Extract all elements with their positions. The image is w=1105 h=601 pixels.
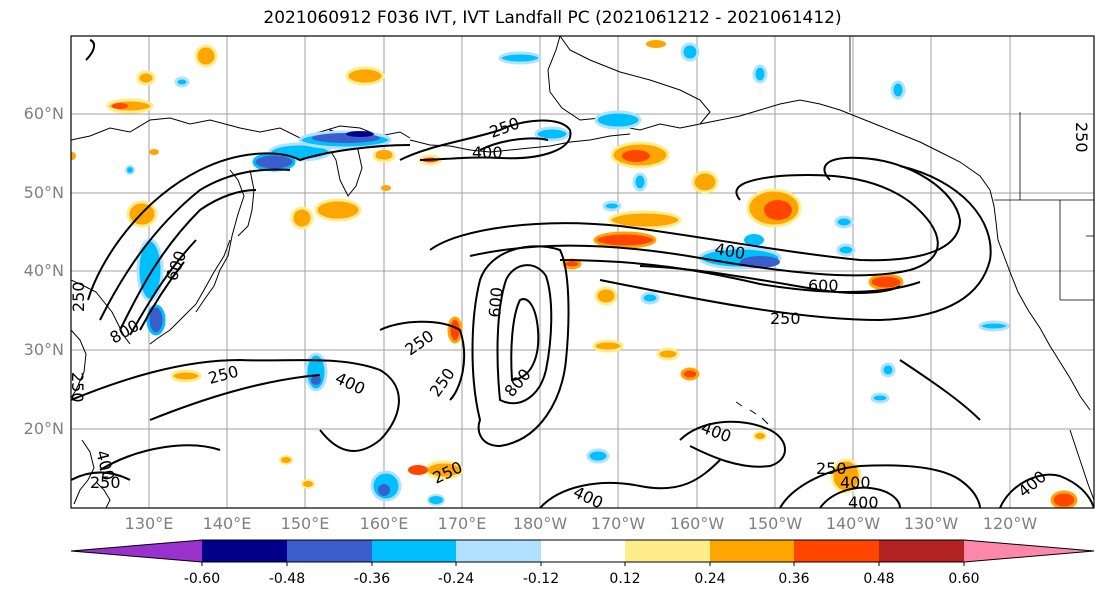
colorbar-label: -0.12 <box>522 571 560 587</box>
colorbar-label: -0.24 <box>437 571 475 587</box>
lon-label: 180°W <box>512 514 568 533</box>
colorbar <box>70 539 1095 566</box>
lon-label: 130°E <box>124 514 174 533</box>
lon-label: 170°W <box>590 514 646 533</box>
colorbar-segment <box>625 540 710 562</box>
colorbar-segment <box>879 540 964 562</box>
lon-label: 150°W <box>747 514 803 533</box>
colorbar-extend-left <box>71 540 202 562</box>
map-frame <box>70 35 1095 509</box>
contour-label: 600 <box>808 276 839 295</box>
graticule <box>71 36 1094 508</box>
lat-label: 40°N <box>23 261 64 280</box>
colorbar-label: -0.60 <box>183 571 221 587</box>
lon-label: 120°W <box>982 514 1038 533</box>
colorbar-segment <box>794 540 879 562</box>
colorbar-segment <box>710 540 794 562</box>
contour-label: 250 <box>770 309 801 328</box>
ivt-contours <box>71 39 1094 508</box>
contour-label: 400 <box>848 493 879 512</box>
pc-positive-shading <box>71 40 1078 508</box>
contour-label: 250 <box>1072 122 1091 153</box>
lon-label: 170°E <box>437 514 487 533</box>
colorbar-segment <box>456 540 541 562</box>
lat-label: 50°N <box>23 183 64 202</box>
colorbar-label: -0.36 <box>353 571 391 587</box>
lat-label: 60°N <box>23 104 64 123</box>
lon-label: 150°E <box>280 514 330 533</box>
colorbar-label: 0.24 <box>694 571 726 587</box>
contour-label: 250 <box>90 473 121 492</box>
coastlines <box>71 36 1094 508</box>
colorbar-label: 0.36 <box>778 571 810 587</box>
lon-label: 130°W <box>903 514 959 533</box>
pc-negative-shading <box>125 42 1010 506</box>
lat-label: 30°N <box>23 340 64 359</box>
colorbar-label: 0.48 <box>863 571 895 587</box>
lon-label: 160°W <box>669 514 725 533</box>
map-title: 2021060912 F036 IVT, IVT Landfall PC (20… <box>263 8 842 28</box>
lon-label: 140°E <box>202 514 252 533</box>
colorbar-extend-right <box>964 540 1094 562</box>
colorbar-label: 0.60 <box>948 571 980 587</box>
colorbar-segment <box>287 540 372 562</box>
contour-label: 250 <box>69 281 88 312</box>
colorbar-label: -0.48 <box>268 571 306 587</box>
colorbar-segment <box>202 540 287 562</box>
map-background <box>71 36 1094 508</box>
colorbar-segment <box>541 540 625 562</box>
lon-label: 140°W <box>825 514 881 533</box>
contour-label: 600 <box>485 286 507 318</box>
contour-label: 250 <box>816 459 847 478</box>
contour-label: 400 <box>840 473 871 492</box>
contour-label: 400 <box>472 143 503 162</box>
colorbar-label: 0.12 <box>609 571 641 587</box>
contour-label: 250 <box>68 372 87 403</box>
colorbar-segment <box>372 540 456 562</box>
lat-label: 20°N <box>23 419 64 438</box>
lon-label: 160°E <box>359 514 409 533</box>
